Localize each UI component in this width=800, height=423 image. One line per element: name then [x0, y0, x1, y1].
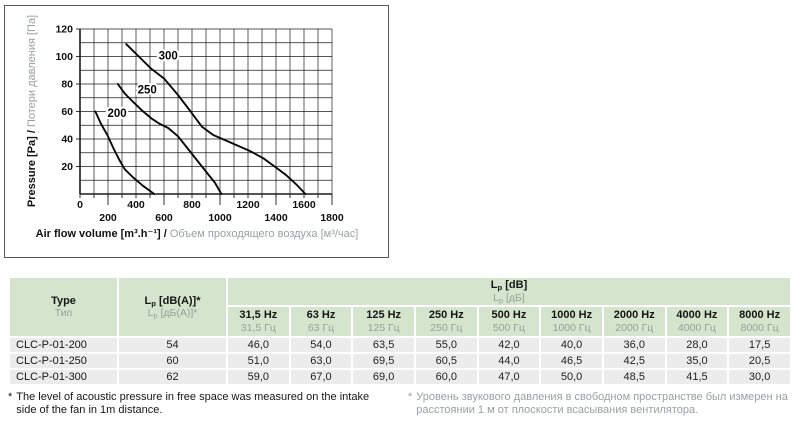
curve-300	[125, 43, 307, 195]
cell-lpa: 54	[119, 338, 226, 353]
col-header-lpa: Lp [dB(A)]* Lp [дБ(А)]*	[119, 278, 226, 337]
footnote-en-text: The level of acoustic pressure in free s…	[16, 391, 370, 417]
svg-text:1400: 1400	[264, 212, 288, 224]
svg-text:1800: 1800	[320, 212, 344, 224]
col-header-freq-63hz: 63 Hz 63 Гц	[290, 307, 352, 337]
cell-value: 67,0	[290, 370, 352, 385]
col-header-lp-db-ru: Lp [дБ]	[493, 291, 525, 305]
cell-value: 48,5	[603, 370, 665, 385]
fan-performance-chart-box: 0 400 800 1200 1600 200 600 1000 1400 1800 20 40 60 8…	[4, 5, 389, 258]
cell-lpa: 62	[119, 370, 226, 385]
col-header-freq-1000hz: 1000 Hz 1000 Гц	[541, 307, 602, 337]
x-axis-title: Air flow volume [m³.h⁻¹] / Объем проходя…	[36, 228, 359, 240]
svg-text:1000: 1000	[208, 212, 232, 224]
cell-type: CLC-P-01-200	[10, 338, 117, 353]
table-row-clc-p-01-300: CLC-P-01-300 62 59,0 67,0 69,0 60,0 47,0…	[10, 370, 790, 385]
cell-value: 30,0	[729, 370, 790, 385]
cell-value: 60,5	[415, 354, 477, 369]
cell-value: 69,0	[353, 370, 414, 385]
svg-text:0: 0	[77, 199, 83, 211]
col-header-lpa-ru: Lp [дБ(А)]*	[147, 307, 198, 321]
cell-value: 46,0	[228, 338, 289, 353]
curve-250	[116, 83, 223, 195]
col-header-lp-db-en: Lp [dB]	[490, 279, 528, 292]
cell-value: 44,0	[478, 354, 540, 369]
col-header-freq-31-5hz: 31,5 Hz 31,5 Гц	[228, 307, 289, 337]
footnote-en: * The level of acoustic pressure in free…	[8, 391, 388, 417]
col-header-freq-4000hz: 4000 Hz 4000 Гц	[666, 307, 728, 337]
col-header-freq-125hz: 125 Hz 125 Гц	[353, 307, 414, 337]
col-header-freq-250hz: 250 Hz 250 Гц	[415, 307, 477, 337]
footnote-ru: * Уровень звукового давления в свободном…	[408, 391, 792, 417]
cell-value: 28,0	[666, 338, 728, 353]
cell-value: 35,0	[666, 354, 728, 369]
cell-value: 50,0	[541, 370, 602, 385]
cell-value: 55,0	[415, 338, 477, 353]
curve-label-250: 250	[138, 85, 157, 97]
col-header-lpa-en: Lp [dB(A)]*	[144, 294, 201, 308]
cell-value: 51,0	[228, 354, 289, 369]
footnote-en-asterisk: *	[8, 391, 13, 403]
svg-text:200: 200	[99, 212, 117, 224]
cell-value: 40,0	[541, 338, 602, 353]
curve-label-200: 200	[108, 108, 127, 120]
svg-text:300: 300	[159, 50, 178, 62]
col-header-freq-500hz: 500 Hz 500 Гц	[478, 307, 540, 337]
footnotes: * The level of acoustic pressure in free…	[8, 391, 792, 417]
y-axis-title: Pressure [Pa] / Потери давления [Па]	[26, 15, 38, 207]
curve-200	[94, 110, 156, 195]
footnote-ru-asterisk: *	[408, 391, 413, 403]
svg-text:80: 80	[61, 79, 73, 91]
svg-text:600: 600	[155, 212, 173, 224]
table-row-clc-p-01-250: CLC-P-01-250 60 51,0 63,0 69,5 60,5 44,0…	[10, 354, 790, 369]
cell-lpa: 60	[119, 354, 226, 369]
cell-value: 47,0	[478, 370, 540, 385]
table-row-clc-p-01-200: CLC-P-01-200 54 46,0 54,0 63,5 55,0 42,0…	[10, 338, 790, 353]
cell-value: 20,5	[729, 354, 790, 369]
svg-text:40: 40	[61, 134, 73, 146]
acoustic-table-section: Type Тип Lp [dB(A)]* Lp [дБ(А)]* Lp [dB]…	[8, 276, 792, 386]
svg-text:200: 200	[108, 108, 127, 120]
col-header-lp-db: Lp [dB] Lp [дБ]	[228, 278, 790, 306]
performance-chart-svg: 0 400 800 1200 1600 200 600 1000 1400 1800 20 40 60 8…	[26, 15, 359, 240]
cell-type: CLC-P-01-300	[10, 370, 117, 385]
col-header-freq-8000hz: 8000 Hz 8000 Гц	[729, 307, 790, 337]
cell-value: 17,5	[729, 338, 790, 353]
cell-value: 59,0	[228, 370, 289, 385]
col-header-type: Type Тип	[10, 278, 117, 337]
cell-value: 41,5	[666, 370, 728, 385]
svg-text:400: 400	[127, 199, 145, 211]
svg-text:800: 800	[183, 199, 201, 211]
cell-value: 60,0	[415, 370, 477, 385]
cell-value: 69,5	[353, 354, 414, 369]
cell-value: 54,0	[290, 338, 352, 353]
footnote-ru-text: Уровень звукового давления в свободном п…	[416, 391, 788, 417]
cell-value: 42,5	[603, 354, 665, 369]
acoustic-table: Type Тип Lp [dB(A)]* Lp [дБ(А)]* Lp [dB]…	[8, 276, 792, 386]
cell-value: 46,5	[541, 354, 602, 369]
cell-value: 63,5	[353, 338, 414, 353]
cell-value: 36,0	[603, 338, 665, 353]
svg-text:1200: 1200	[236, 199, 260, 211]
col-header-type-en: Type	[51, 294, 76, 307]
cell-type: CLC-P-01-250	[10, 354, 117, 369]
svg-text:20: 20	[61, 161, 73, 173]
svg-text:60: 60	[61, 106, 73, 118]
curve-label-300: 300	[159, 50, 178, 62]
cell-value: 63,0	[290, 354, 352, 369]
svg-text:1600: 1600	[292, 199, 316, 211]
cell-value: 42,0	[478, 338, 540, 353]
svg-text:250: 250	[138, 85, 157, 97]
col-header-type-ru: Тип	[54, 307, 73, 320]
svg-text:120: 120	[55, 24, 73, 36]
col-header-freq-2000hz: 2000 Hz 2000 Гц	[603, 307, 665, 337]
svg-text:100: 100	[55, 51, 73, 63]
